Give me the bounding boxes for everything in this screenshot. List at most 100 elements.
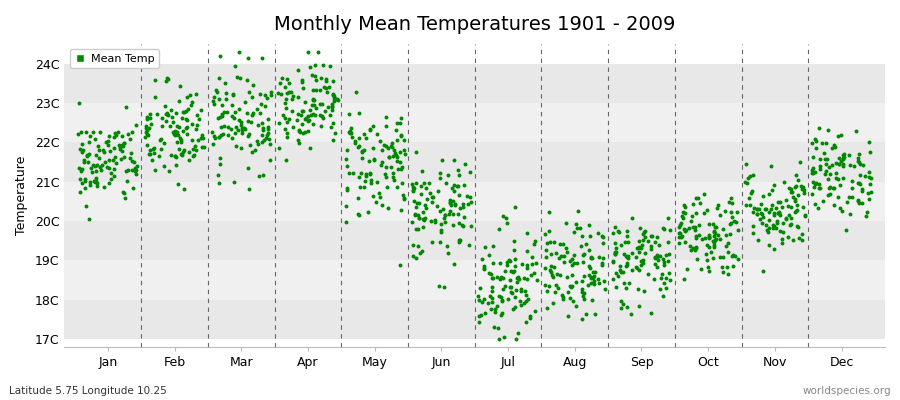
- Point: [673, 222, 688, 228]
- Point: [181, 106, 195, 113]
- Point: [176, 146, 191, 153]
- Point: [160, 110, 175, 116]
- Point: [212, 134, 227, 140]
- Point: [248, 147, 262, 153]
- Point: [472, 313, 486, 319]
- Point: [783, 204, 797, 210]
- Point: [417, 216, 431, 223]
- Point: [808, 179, 823, 186]
- Point: [836, 155, 850, 161]
- Point: [76, 159, 91, 165]
- Point: [580, 282, 595, 288]
- Point: [412, 215, 427, 221]
- Point: [845, 194, 859, 200]
- Point: [176, 148, 190, 155]
- Point: [709, 236, 724, 243]
- Point: [393, 159, 408, 166]
- Point: [773, 199, 788, 205]
- Point: [761, 191, 776, 197]
- Point: [409, 226, 423, 232]
- Point: [567, 260, 581, 266]
- Point: [352, 142, 366, 149]
- Point: [784, 215, 798, 222]
- Point: [708, 237, 723, 243]
- Point: [414, 191, 428, 198]
- Point: [472, 297, 487, 304]
- Point: [446, 197, 460, 204]
- Point: [635, 231, 650, 238]
- Point: [778, 178, 792, 185]
- Point: [109, 131, 123, 138]
- Point: [739, 160, 753, 167]
- Point: [94, 167, 108, 174]
- Point: [410, 200, 424, 206]
- Point: [614, 298, 628, 304]
- Point: [711, 202, 725, 209]
- Point: [557, 253, 572, 260]
- Point: [225, 113, 239, 120]
- Bar: [65, 300, 885, 339]
- Point: [676, 209, 690, 215]
- Point: [772, 228, 787, 234]
- Point: [583, 265, 598, 271]
- Point: [577, 296, 591, 302]
- Point: [190, 122, 204, 128]
- Point: [839, 227, 853, 233]
- Point: [657, 262, 671, 268]
- Point: [652, 242, 666, 248]
- Point: [609, 284, 624, 290]
- Point: [113, 156, 128, 162]
- Point: [764, 187, 778, 194]
- Point: [827, 185, 842, 191]
- Point: [418, 202, 432, 208]
- Point: [829, 160, 843, 166]
- Point: [792, 159, 806, 165]
- Point: [629, 254, 643, 261]
- Point: [342, 111, 356, 117]
- Point: [586, 280, 600, 287]
- Point: [784, 220, 798, 227]
- Point: [661, 257, 675, 264]
- Point: [770, 199, 785, 205]
- Point: [496, 275, 510, 282]
- Point: [179, 108, 194, 115]
- Point: [452, 191, 466, 198]
- Point: [634, 258, 648, 265]
- Point: [657, 259, 671, 265]
- Point: [393, 120, 408, 126]
- Point: [688, 226, 702, 233]
- Point: [745, 188, 760, 194]
- Point: [90, 183, 104, 190]
- Point: [228, 63, 242, 70]
- Point: [583, 280, 598, 286]
- Point: [96, 149, 111, 155]
- Point: [85, 168, 99, 175]
- Point: [394, 180, 409, 186]
- Point: [525, 261, 539, 268]
- Point: [503, 258, 517, 265]
- Point: [354, 170, 368, 176]
- Point: [717, 208, 732, 214]
- Point: [213, 53, 228, 60]
- Point: [539, 253, 554, 260]
- Point: [72, 100, 86, 106]
- Point: [824, 161, 839, 168]
- Point: [753, 216, 768, 222]
- Point: [446, 188, 461, 194]
- Point: [579, 310, 593, 317]
- Point: [152, 152, 166, 159]
- Point: [778, 214, 793, 221]
- Point: [327, 137, 341, 143]
- Point: [616, 251, 631, 258]
- Point: [551, 284, 565, 291]
- Point: [506, 306, 520, 312]
- Point: [769, 224, 783, 231]
- Point: [231, 48, 246, 55]
- Point: [508, 256, 522, 262]
- Point: [212, 96, 226, 102]
- Point: [391, 166, 405, 172]
- Point: [786, 194, 800, 200]
- Point: [463, 241, 477, 248]
- Point: [588, 269, 602, 275]
- Point: [442, 211, 456, 217]
